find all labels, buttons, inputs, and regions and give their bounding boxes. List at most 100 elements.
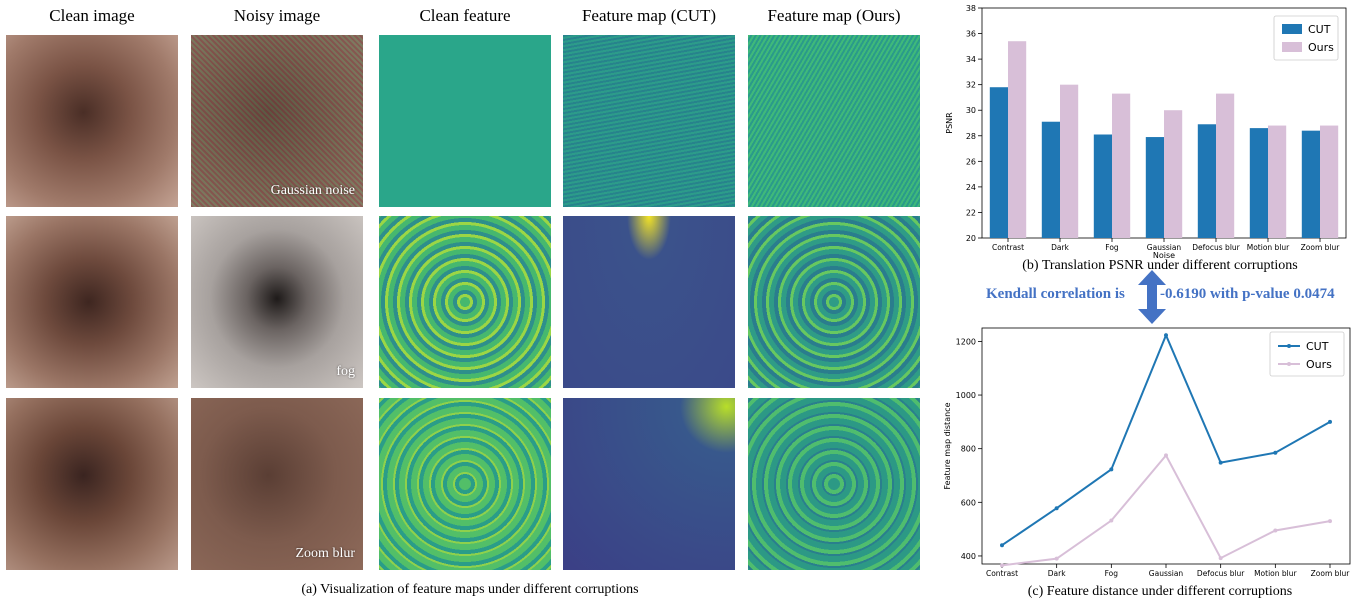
noisy-image-fog: fog	[191, 216, 363, 388]
legend-label-ours: Ours	[1306, 358, 1332, 371]
clean-feature-1	[379, 35, 551, 207]
y-tick-label: 1000	[956, 391, 976, 400]
clean-image-1	[6, 35, 178, 207]
noise-label-gaussian: Gaussian noise	[270, 183, 355, 198]
bar-cut-3	[1145, 137, 1164, 238]
header-feature-cut: Feature map (CUT)	[581, 6, 717, 25]
clean-image-2	[6, 216, 178, 388]
feature-ours-2	[748, 216, 920, 388]
bar-ours-6	[1320, 125, 1339, 238]
y-tick-label: 38	[966, 4, 976, 13]
bar-ours-4	[1216, 93, 1235, 238]
noise-label-zoom-blur: Zoom blur	[295, 546, 356, 561]
point-cut-0	[1000, 543, 1004, 548]
y-tick-label: 1200	[956, 337, 976, 346]
bar-cut-5	[1249, 128, 1268, 238]
x-tick-label: Fog	[1105, 569, 1119, 578]
x-tick-label: Zoom blur	[1311, 569, 1351, 578]
x-tick-label: Zoom blur	[1301, 243, 1341, 252]
kendall-annotation: Kendall correlation is -0.6190 with p-va…	[986, 286, 1366, 308]
point-ours-6	[1328, 519, 1332, 524]
line-ours	[1001, 453, 1331, 567]
clean-image-3	[6, 398, 178, 570]
header-clean-image: Clean image	[49, 6, 135, 25]
caption-b: (b) Translation PSNR under different cor…	[1022, 258, 1298, 273]
noisy-image-zoom-blur: Zoom blur	[191, 398, 363, 570]
bar-ours-5	[1268, 125, 1287, 238]
y-tick-label: 28	[966, 132, 976, 141]
y-tick-label: 800	[961, 445, 976, 454]
legend-label-cut: CUT	[1308, 23, 1331, 36]
bar-ours-0	[1008, 41, 1027, 238]
x-tick-label: Dark	[1051, 243, 1069, 252]
bar-cut-4	[1197, 124, 1216, 238]
y-tick-label: 36	[966, 30, 976, 39]
y-tick-label: 34	[966, 55, 976, 64]
x-tick-label: Defocus blur	[1192, 243, 1240, 252]
header-noisy-image: Noisy image	[233, 6, 321, 25]
clean-feature-2	[379, 216, 551, 388]
legend-swatch-ours	[1282, 42, 1302, 52]
feature-cut-2	[563, 216, 735, 388]
y-tick-label: 400	[961, 552, 976, 561]
x-tick-label: Gaussian	[1149, 569, 1184, 578]
feature-ours-1	[748, 35, 920, 207]
point-ours-4	[1218, 556, 1223, 561]
point-cut-5	[1273, 450, 1278, 455]
feature-distance-line-chart: 400 600 800 1000 1200 Contrast Dark Fog Gaussian…	[943, 327, 1351, 578]
point-cut-4	[1218, 460, 1223, 465]
point-ours-5	[1273, 528, 1278, 533]
double-arrow-icon	[1138, 270, 1166, 324]
bar-ours-1	[1060, 84, 1079, 239]
x-axis-label: Noise	[1153, 251, 1175, 258]
psnr-bar-chart: 20 22 24 26 28 30 32 34 36 38 Contrast Dark Fog Gauss…	[945, 4, 1347, 258]
x-tick-label: Motion blur	[1247, 243, 1290, 252]
kendall-text-right: -0.6190 with p-value 0.0474	[1160, 286, 1335, 302]
kendall-text-left: Kendall correlation is	[986, 286, 1125, 302]
legend-marker-ours	[1287, 362, 1291, 366]
point-cut-6	[1328, 419, 1332, 424]
noisy-image-gaussian: Gaussian noise	[191, 35, 363, 207]
bar-cut-6	[1301, 130, 1320, 238]
x-tick-label: Dark	[1048, 569, 1066, 578]
x-tick-label: Fog	[1105, 243, 1119, 252]
y-tick-label: 24	[966, 183, 976, 192]
bar-cut-0	[989, 87, 1008, 238]
y-tick-label: 26	[966, 157, 976, 166]
caption-c: (c) Feature distance under different cor…	[1027, 584, 1293, 599]
legend-marker-cut	[1287, 344, 1291, 348]
feature-cut-1	[563, 35, 735, 207]
y-axis-label: PSNR	[945, 112, 954, 134]
y-tick-label: 20	[966, 234, 976, 243]
legend-label-ours: Ours	[1308, 41, 1334, 54]
legend-label-cut: CUT	[1306, 340, 1329, 353]
point-ours-1	[1054, 556, 1059, 561]
y-axis-label: Feature map distance	[943, 402, 952, 489]
point-ours-0	[1000, 563, 1004, 568]
bar-ours-2	[1112, 93, 1131, 238]
legend-swatch-cut	[1282, 24, 1302, 34]
y-tick-label: 32	[966, 81, 976, 90]
point-ours-3	[1164, 453, 1168, 458]
header-clean-feature: Clean feature	[419, 6, 511, 25]
point-cut-3	[1164, 333, 1168, 338]
feature-cut-3	[563, 398, 735, 570]
y-tick-label: 22	[966, 208, 976, 217]
clean-feature-3	[379, 398, 551, 570]
point-cut-1	[1054, 506, 1059, 511]
header-feature-ours: Feature map (Ours)	[767, 6, 901, 25]
x-tick-label: Gaussian	[1147, 243, 1182, 252]
y-tick-label: 30	[966, 106, 976, 115]
y-tick-label: 600	[961, 498, 976, 507]
point-ours-2	[1109, 518, 1114, 523]
noise-label-fog: fog	[336, 364, 355, 379]
bar-cut-2	[1093, 134, 1112, 238]
x-tick-label: Contrast	[986, 569, 1018, 578]
feature-ours-3	[748, 398, 920, 570]
bar-cut-1	[1041, 121, 1060, 238]
x-tick-label: Contrast	[992, 243, 1024, 252]
x-tick-label: Motion blur	[1254, 569, 1297, 578]
point-cut-2	[1109, 467, 1114, 472]
x-tick-label: Defocus blur	[1197, 569, 1245, 578]
bar-ours-3	[1164, 110, 1183, 238]
